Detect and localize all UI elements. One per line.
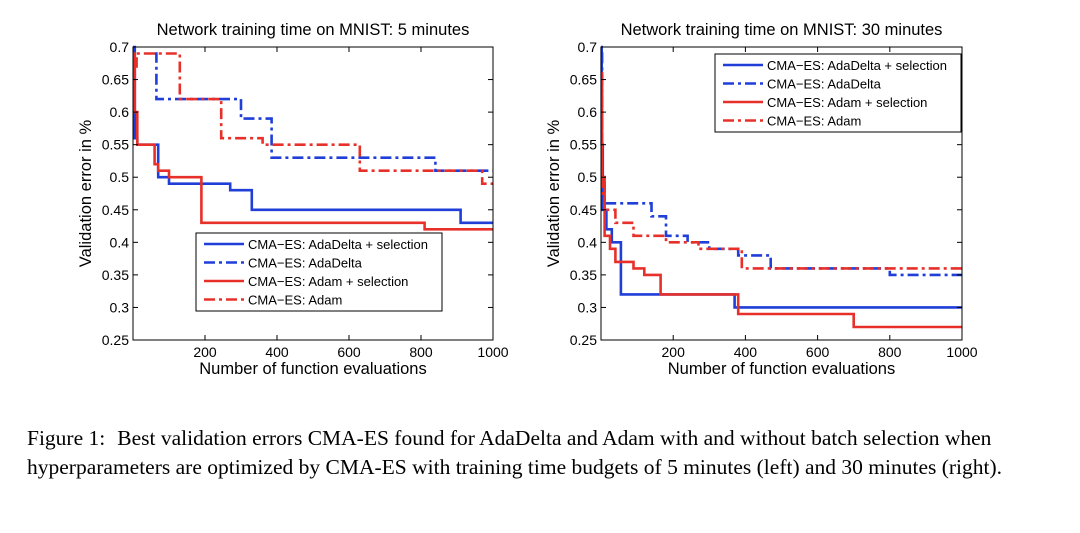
series-line [154, 52, 493, 172]
legend-entry: CMA−ES: Adam + selection [767, 95, 927, 110]
axes-frame [132, 46, 494, 341]
y-tick-label: 0.4 [578, 234, 598, 250]
legend: CMA−ES: AdaDelta + selection CMA−ES: AdaD… [714, 53, 962, 133]
legend-entry: CMA−ES: AdaDelta [248, 256, 363, 271]
x-tick-label: 800 [878, 344, 902, 360]
y-tick-label: 0.65 [102, 72, 129, 88]
series-line [600, 71, 962, 329]
legend-entry: CMA−ES: AdaDelta + selection [767, 58, 947, 73]
y-tick-label: 0.55 [570, 137, 597, 153]
y-tick-label: 0.5 [578, 169, 598, 185]
x-tick-label: 1000 [477, 344, 508, 360]
legend-entry: CMA−ES: Adam [767, 114, 861, 129]
y-tick-label: 0.25 [570, 332, 597, 348]
legend-box [195, 232, 443, 312]
chart-title: Network training time on MNIST: 30 minut… [621, 21, 943, 39]
x-axis-label: Number of function evaluations [668, 360, 895, 378]
x-tick-label: 200 [193, 344, 217, 360]
y-tick-label: 0.45 [570, 202, 597, 218]
legend: CMA−ES: AdaDelta + selection CMA−ES: AdaD… [195, 232, 443, 312]
chart-2: 0.25 0.3 0.35 0.4 0.45 0.5 0.55 0.6 0.65 0.7 200 40… [545, 21, 978, 378]
caption-text: Best validation errors CMA-ES found for … [27, 426, 1003, 479]
y-axis-label: Validation error in % [545, 120, 563, 268]
x-tick-label: 400 [265, 344, 289, 360]
legend-entry: CMA−ES: AdaDelta + selection [248, 237, 428, 252]
series-line [600, 110, 962, 270]
legend-entry: CMA−ES: Adam + selection [248, 274, 408, 289]
legend-entry: CMA−ES: Adam [248, 293, 342, 308]
y-tick-label: 0.25 [102, 332, 129, 348]
chart-title: Network training time on MNIST: 5 minute… [157, 21, 470, 39]
x-tick-label: 1000 [946, 344, 977, 360]
y-tick-label: 0.45 [102, 202, 129, 218]
series-line [133, 45, 493, 225]
chart-1: 0.25 0.3 0.35 0.4 0.45 0.5 0.55 0.6 0.65 0.7 200 40… [77, 21, 509, 378]
caption-label: Figure 1: [27, 426, 106, 450]
x-tick-label: 600 [806, 344, 830, 360]
y-tick-label: 0.6 [110, 104, 130, 120]
figure-caption: Figure 1: Best validation errors CMA-ES f… [27, 424, 1057, 482]
chart-area: 0.25 0.3 0.35 0.4 0.45 0.5 0.55 0.6 0.65 0.7 200 40… [77, 21, 978, 378]
x-tick-label: 200 [662, 344, 686, 360]
x-axis-label: Number of function evaluations [199, 360, 426, 378]
y-tick-label: 0.5 [110, 169, 130, 185]
y-tick-label: 0.35 [102, 267, 129, 283]
y-tick-label: 0.3 [110, 299, 130, 315]
x-tick-label: 400 [734, 344, 758, 360]
x-tick-label: 600 [337, 344, 361, 360]
legend-box [714, 53, 962, 133]
y-tick-label: 0.65 [570, 72, 597, 88]
series-line [134, 52, 493, 185]
y-tick-label: 0.6 [578, 104, 598, 120]
series-line [133, 52, 493, 231]
y-tick-label: 0.4 [110, 234, 130, 250]
axes-frame [600, 46, 963, 341]
x-tick-label: 800 [409, 344, 433, 360]
y-tick-label: 0.35 [570, 267, 597, 283]
y-tick-label: 0.3 [578, 299, 598, 315]
y-tick-label: 0.7 [578, 39, 598, 55]
y-tick-label: 0.55 [102, 137, 129, 153]
y-tick-label: 0.7 [110, 39, 130, 55]
y-axis-label: Validation error in % [77, 120, 95, 268]
legend-entry: CMA−ES: AdaDelta [767, 77, 882, 92]
